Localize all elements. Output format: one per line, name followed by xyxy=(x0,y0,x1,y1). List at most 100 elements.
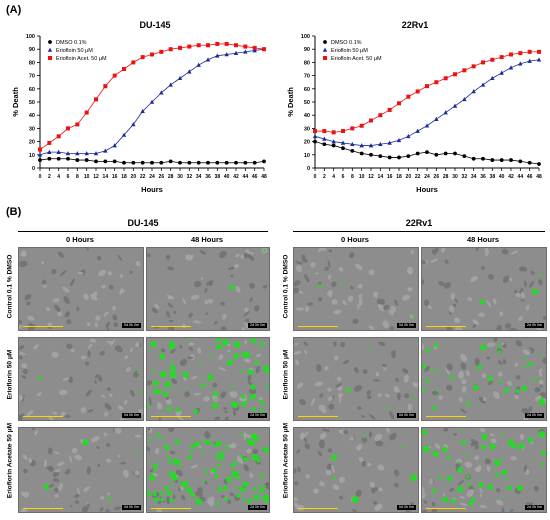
chart-title-du145: DU-145 xyxy=(139,20,171,30)
data-point xyxy=(37,152,43,157)
cell xyxy=(229,391,238,398)
data-point xyxy=(313,129,317,134)
cell xyxy=(188,346,194,351)
cell-texture xyxy=(19,248,141,330)
dead-cell xyxy=(235,475,240,480)
cell xyxy=(335,383,343,388)
cell xyxy=(358,293,363,299)
cell xyxy=(69,504,73,508)
cell xyxy=(424,299,430,307)
cell xyxy=(103,432,107,437)
scale-bar xyxy=(151,326,191,327)
dead-cell xyxy=(425,378,429,383)
cell xyxy=(179,345,183,349)
cell xyxy=(86,322,91,327)
cell xyxy=(389,432,397,441)
dead-cell xyxy=(82,439,89,446)
cell xyxy=(21,491,25,496)
cell xyxy=(484,248,489,253)
cell xyxy=(85,389,92,397)
cell xyxy=(64,414,71,418)
cell xyxy=(243,464,249,472)
cell xyxy=(110,338,116,347)
cell xyxy=(168,428,175,433)
data-point xyxy=(215,41,220,46)
cell xyxy=(190,464,199,469)
data-point xyxy=(518,159,523,164)
cell xyxy=(311,397,315,406)
cell xyxy=(52,411,58,415)
dead-cell xyxy=(189,450,192,453)
cell xyxy=(148,428,153,434)
dead-cell xyxy=(247,369,254,376)
group-title-du145: DU-145 xyxy=(127,218,159,228)
cell xyxy=(229,492,234,497)
dead-cell xyxy=(166,491,172,497)
dead-cell xyxy=(235,486,239,489)
data-point xyxy=(322,136,327,141)
row-label-22rv1-erioflorin: Erioflorin 50 μM xyxy=(282,349,290,400)
cell xyxy=(478,396,486,404)
dead-cell xyxy=(528,361,534,367)
dead-cell xyxy=(152,492,157,497)
dead-cell xyxy=(153,388,159,395)
x-tick-label: 24 xyxy=(424,174,430,180)
dead-cell xyxy=(262,365,269,372)
cell xyxy=(255,365,260,374)
data-point xyxy=(443,151,448,156)
dead-cell xyxy=(229,284,235,290)
cell xyxy=(479,493,482,498)
cell xyxy=(119,417,124,420)
data-point xyxy=(94,159,98,164)
data-point xyxy=(122,67,126,71)
cell xyxy=(22,368,28,375)
cell xyxy=(188,312,193,318)
cell xyxy=(84,361,90,366)
cell xyxy=(192,320,202,324)
dead-cell xyxy=(502,469,508,476)
cell xyxy=(233,263,240,269)
data-point xyxy=(434,152,439,157)
dead-cell xyxy=(507,439,515,447)
dead-cell xyxy=(160,497,164,502)
dead-cell xyxy=(253,486,258,491)
dead-cell xyxy=(479,299,486,305)
y-tick-label: 30 xyxy=(304,126,310,132)
x-tick-label: 12 xyxy=(93,174,99,180)
cell xyxy=(493,391,500,399)
cell xyxy=(76,306,80,312)
series-line-2 xyxy=(315,51,539,133)
group-title-22rv1: 22Rv1 xyxy=(405,218,433,228)
cell xyxy=(362,369,368,374)
data-point xyxy=(168,47,173,52)
data-point xyxy=(331,130,336,135)
cell xyxy=(129,348,133,353)
cell xyxy=(357,303,360,310)
data-point xyxy=(150,160,154,165)
cell xyxy=(327,274,332,280)
cell xyxy=(160,348,166,353)
dead-cell xyxy=(169,371,177,378)
dead-cell xyxy=(230,385,233,388)
cell xyxy=(472,324,477,328)
cell xyxy=(190,294,200,300)
data-point xyxy=(397,155,401,160)
cell xyxy=(19,395,24,401)
dead-cell xyxy=(368,345,371,349)
cell xyxy=(434,443,441,449)
cell xyxy=(488,274,494,280)
data-point xyxy=(471,156,476,161)
col-head-22rv1-0h: 0 Hours xyxy=(341,235,369,244)
cell xyxy=(386,428,390,433)
data-point xyxy=(84,158,89,162)
cell xyxy=(19,260,28,268)
dead-cell xyxy=(437,370,440,374)
cell xyxy=(124,355,129,360)
x-tick-label: 26 xyxy=(159,174,165,180)
dead-cell xyxy=(190,444,196,450)
cell xyxy=(218,354,224,360)
cell xyxy=(54,494,59,498)
data-point xyxy=(103,159,108,164)
cell xyxy=(74,500,80,504)
dead-cell xyxy=(216,501,220,505)
